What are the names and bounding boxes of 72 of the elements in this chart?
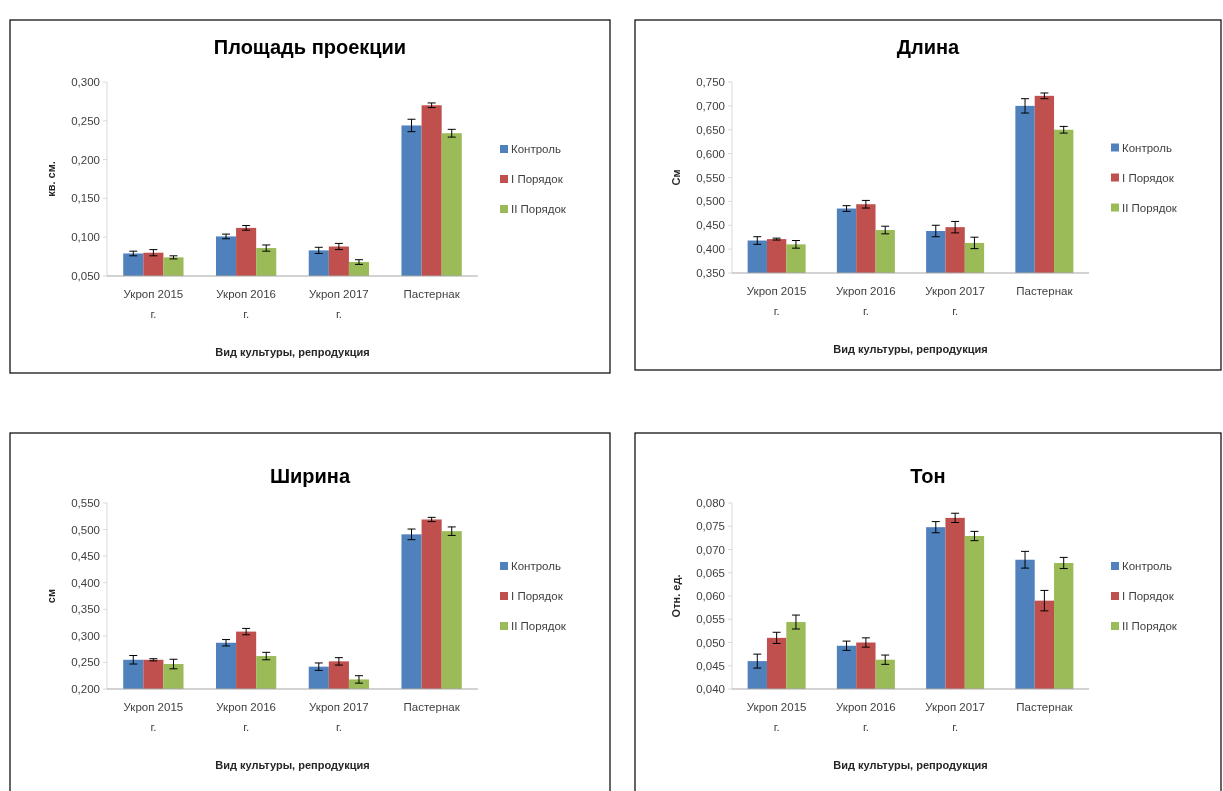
y-tick-label: 0,600 xyxy=(696,147,725,160)
legend-label: Контроль xyxy=(511,143,561,156)
x-axis-title: Вид культуры, репродукция xyxy=(833,759,988,771)
y-tick-label: 0,700 xyxy=(696,99,725,112)
y-tick-label: 0,400 xyxy=(71,576,100,589)
x-tick-label: Укроп 2017 г. xyxy=(309,701,369,733)
chart-title: Ширина xyxy=(269,465,351,487)
y-tick-label: 0,500 xyxy=(71,523,100,536)
legend-label: II Порядок xyxy=(511,620,567,633)
legend-label: II Порядок xyxy=(1122,201,1178,214)
y-axis-title: Отн. ед. xyxy=(670,574,682,618)
x-axis-title: Вид культуры, репродукция xyxy=(833,343,988,355)
legend-label: I Порядок xyxy=(1122,171,1175,184)
y-tick-label: 0,250 xyxy=(71,114,100,127)
x-tick-label: Пастернак xyxy=(1016,701,1074,713)
y-tick-label: 0,070 xyxy=(696,543,725,556)
y-tick-label: 0,650 xyxy=(696,123,725,136)
y-tick-label: 0,350 xyxy=(696,267,725,280)
x-tick-label: Пастернак xyxy=(403,701,461,713)
x-tick-label: Укроп 2015 г. xyxy=(123,701,184,733)
y-tick-label: 0,050 xyxy=(71,270,100,283)
chart-title: Площадь проекции xyxy=(213,36,407,58)
x-tick-label: Пастернак xyxy=(1016,285,1074,297)
y-tick-label: 0,200 xyxy=(71,683,100,696)
y-tick-label: 0,300 xyxy=(71,76,100,89)
x-tick-label: Укроп 2017 г. xyxy=(925,285,985,317)
legend-label: Контроль xyxy=(1122,141,1172,154)
legend-label: Контроль xyxy=(1122,560,1172,573)
x-tick-label: Укроп 2017 г. xyxy=(925,701,985,733)
legend-label: Контроль xyxy=(511,560,561,573)
y-tick-label: 0,350 xyxy=(71,603,100,616)
y-axis-title: кв. см. xyxy=(45,161,57,197)
x-tick-label: Укроп 2015 г. xyxy=(746,285,807,317)
x-tick-label: Укроп 2015 г. xyxy=(746,701,807,733)
y-tick-label: 0,450 xyxy=(71,550,100,563)
y-tick-label: 0,250 xyxy=(71,656,100,669)
y-tick-label: 0,500 xyxy=(696,195,725,208)
y-tick-label: 0,050 xyxy=(696,636,725,649)
x-tick-label: Укроп 2016 г. xyxy=(216,288,276,320)
y-tick-label: 0,055 xyxy=(696,613,725,626)
x-tick-label: Укроп 2016 г. xyxy=(836,701,896,733)
x-tick-label: Укроп 2016 г. xyxy=(216,701,276,733)
y-tick-label: 0,045 xyxy=(696,659,725,672)
y-tick-label: 0,550 xyxy=(71,497,100,510)
legend-label: II Порядок xyxy=(1122,620,1178,633)
y-axis-title: см xyxy=(45,588,57,604)
y-axis-title: См xyxy=(670,169,682,186)
x-tick-label: Укроп 2016 г. xyxy=(836,285,896,317)
x-tick-label: Пастернак xyxy=(403,288,461,300)
y-tick-label: 0,200 xyxy=(71,153,100,166)
y-tick-label: 0,300 xyxy=(71,629,100,642)
y-tick-label: 0,065 xyxy=(696,566,725,579)
y-tick-label: 0,150 xyxy=(71,192,100,205)
legend-label: I Порядок xyxy=(1122,590,1175,603)
legend-label: I Порядок xyxy=(511,590,564,603)
y-tick-label: 0,750 xyxy=(696,76,725,89)
chart-title: Тон xyxy=(910,465,946,487)
y-tick-label: 0,400 xyxy=(696,243,725,256)
y-tick-label: 0,450 xyxy=(696,219,725,232)
y-tick-label: 0,060 xyxy=(696,590,725,603)
x-tick-label: Укроп 2015 г. xyxy=(123,288,184,320)
legend-label: I Порядок xyxy=(511,173,564,186)
x-axis-title: Вид культуры, репродукция xyxy=(215,759,370,771)
y-tick-label: 0,100 xyxy=(71,231,100,244)
y-tick-label: 0,075 xyxy=(696,520,725,533)
x-tick-label: Укроп 2017 г. xyxy=(309,288,369,320)
y-tick-label: 0,550 xyxy=(696,171,725,184)
chart-title: Длина xyxy=(896,36,961,58)
y-tick-label: 0,040 xyxy=(696,683,725,696)
y-tick-label: 0,080 xyxy=(696,497,725,510)
legend-label: II Порядок xyxy=(511,203,567,216)
x-axis-title: Вид культуры, репродукция xyxy=(215,346,370,358)
